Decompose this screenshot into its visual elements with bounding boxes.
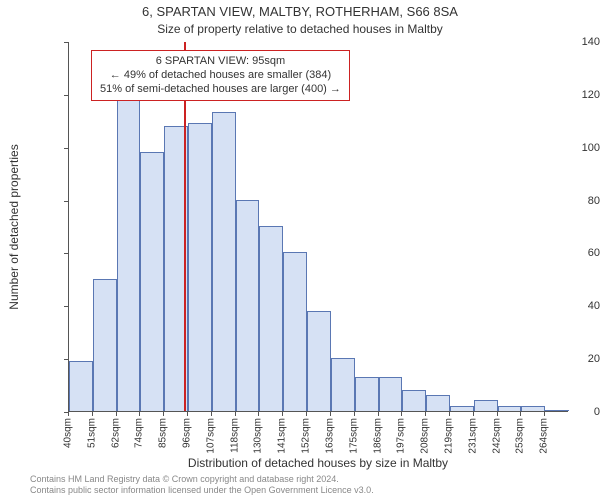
histogram-bar bbox=[331, 358, 355, 411]
x-tick-mark bbox=[378, 412, 379, 416]
x-tick-label: 51sqm bbox=[86, 418, 97, 458]
x-tick-label: 85sqm bbox=[158, 418, 169, 458]
x-tick-mark bbox=[401, 412, 402, 416]
footer-line-2: Contains public sector information licen… bbox=[30, 485, 374, 496]
x-tick-mark bbox=[68, 412, 69, 416]
x-tick-mark bbox=[544, 412, 545, 416]
x-tick-mark bbox=[520, 412, 521, 416]
x-tick-label: 107sqm bbox=[205, 418, 216, 458]
x-tick-mark bbox=[497, 412, 498, 416]
x-axis-label: Distribution of detached houses by size … bbox=[68, 456, 568, 470]
x-tick-mark bbox=[139, 412, 140, 416]
histogram-bar bbox=[545, 410, 569, 411]
histogram-bar bbox=[450, 406, 474, 411]
x-tick-label: 130sqm bbox=[253, 418, 264, 458]
x-tick-label: 40sqm bbox=[63, 418, 74, 458]
x-tick-mark bbox=[258, 412, 259, 416]
histogram-bar bbox=[140, 152, 164, 411]
x-tick-mark bbox=[330, 412, 331, 416]
chart-container: 6, SPARTAN VIEW, MALTBY, ROTHERHAM, S66 … bbox=[0, 0, 600, 500]
x-tick-label: 96sqm bbox=[182, 418, 193, 458]
histogram-bar bbox=[259, 226, 283, 411]
x-tick-label: 264sqm bbox=[539, 418, 550, 458]
x-tick-label: 175sqm bbox=[348, 418, 359, 458]
property-callout: 6 SPARTAN VIEW: 95sqm← 49% of detached h… bbox=[91, 50, 350, 101]
histogram-bar bbox=[521, 406, 545, 411]
histogram-bar bbox=[426, 395, 450, 411]
histogram-bar bbox=[69, 361, 93, 411]
x-tick-mark bbox=[473, 412, 474, 416]
x-tick-mark bbox=[449, 412, 450, 416]
x-tick-mark bbox=[211, 412, 212, 416]
x-tick-label: 74sqm bbox=[134, 418, 145, 458]
x-tick-mark bbox=[235, 412, 236, 416]
callout-line: ← 49% of detached houses are smaller (38… bbox=[100, 69, 341, 83]
chart-title: 6, SPARTAN VIEW, MALTBY, ROTHERHAM, S66 … bbox=[0, 4, 600, 19]
y-axis-label: Number of detached properties bbox=[7, 144, 21, 309]
x-tick-label: 197sqm bbox=[396, 418, 407, 458]
x-tick-label: 253sqm bbox=[515, 418, 526, 458]
chart-subtitle: Size of property relative to detached ho… bbox=[0, 22, 600, 36]
x-tick-label: 152sqm bbox=[301, 418, 312, 458]
histogram-bar bbox=[93, 279, 117, 411]
histogram-bar bbox=[188, 123, 212, 411]
histogram-bar bbox=[498, 406, 522, 411]
x-tick-label: 242sqm bbox=[491, 418, 502, 458]
x-tick-label: 208sqm bbox=[420, 418, 431, 458]
x-tick-mark bbox=[163, 412, 164, 416]
histogram-bar bbox=[402, 390, 426, 411]
histogram-bar bbox=[474, 400, 498, 411]
x-tick-mark bbox=[354, 412, 355, 416]
x-tick-mark bbox=[92, 412, 93, 416]
plot-area: 6 SPARTAN VIEW: 95sqm← 49% of detached h… bbox=[68, 42, 568, 412]
x-tick-mark bbox=[282, 412, 283, 416]
footer-line-1: Contains HM Land Registry data © Crown c… bbox=[30, 474, 374, 485]
x-tick-mark bbox=[306, 412, 307, 416]
histogram-bar bbox=[212, 112, 236, 411]
histogram-bar bbox=[307, 311, 331, 411]
histogram-bar bbox=[379, 377, 403, 411]
x-tick-label: 231sqm bbox=[467, 418, 478, 458]
x-tick-label: 62sqm bbox=[110, 418, 121, 458]
x-tick-label: 118sqm bbox=[229, 418, 240, 458]
callout-line: 51% of semi-detached houses are larger (… bbox=[100, 83, 341, 97]
x-tick-label: 141sqm bbox=[277, 418, 288, 458]
x-tick-label: 163sqm bbox=[324, 418, 335, 458]
histogram-bar bbox=[117, 99, 141, 411]
x-tick-label: 219sqm bbox=[443, 418, 454, 458]
x-tick-label: 186sqm bbox=[372, 418, 383, 458]
histogram-bar bbox=[355, 377, 379, 411]
histogram-bar bbox=[283, 252, 307, 411]
callout-line: 6 SPARTAN VIEW: 95sqm bbox=[100, 55, 341, 69]
footer-attribution: Contains HM Land Registry data © Crown c… bbox=[30, 474, 374, 496]
x-tick-mark bbox=[425, 412, 426, 416]
histogram-bar bbox=[236, 200, 260, 411]
x-tick-mark bbox=[116, 412, 117, 416]
x-tick-mark bbox=[187, 412, 188, 416]
